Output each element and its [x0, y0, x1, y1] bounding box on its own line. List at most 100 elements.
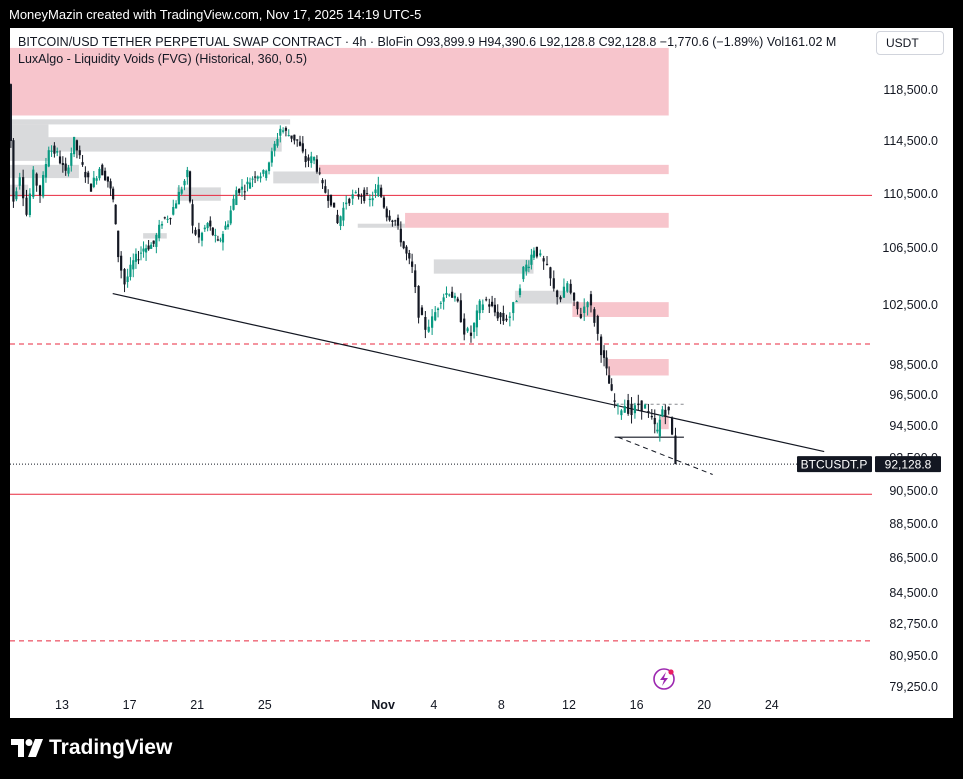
candle-body [84, 171, 87, 178]
candle-body [229, 210, 232, 224]
candle-body [488, 304, 491, 307]
candle-body [92, 177, 95, 188]
candle-body [270, 151, 273, 163]
candle-body [188, 171, 192, 202]
time-tick-label: 13 [55, 698, 69, 712]
candle-body [405, 246, 408, 254]
candle-body [348, 198, 351, 204]
candle-body [28, 193, 31, 216]
candle-body [126, 276, 129, 283]
candle-body [532, 250, 536, 258]
candle-body [318, 172, 321, 174]
candle-body [613, 400, 616, 402]
candle-body [47, 150, 50, 167]
projection-line[interactable] [617, 436, 713, 475]
candle-body [512, 302, 515, 314]
candle-body [98, 168, 101, 179]
candle-body [664, 409, 667, 417]
candle-body [200, 232, 204, 241]
currency-unit-button[interactable]: USDT [876, 31, 944, 55]
candle-body [87, 172, 90, 178]
candle-body [50, 150, 53, 152]
candle-body [169, 218, 172, 220]
candle-body [329, 194, 333, 206]
price-chart[interactable]: 118,500.0 114,500.0 110,500.0 106,500.0 102,… [10, 28, 953, 718]
candle-body [427, 326, 430, 332]
candle-body [439, 302, 442, 304]
candle-body [653, 417, 656, 425]
time-tick-label: 25 [258, 698, 272, 712]
time-tick-label: 20 [697, 698, 711, 712]
candle-body [287, 135, 290, 137]
candle-body [357, 194, 360, 197]
chart-frame[interactable]: 118,500.0 114,500.0 110,500.0 106,500.0 102,… [10, 28, 953, 718]
candle-body [163, 217, 166, 219]
candle-body [354, 192, 357, 194]
candle-body [399, 228, 402, 243]
candle-body [463, 318, 466, 335]
candle-body [502, 313, 505, 322]
candle-body [442, 297, 445, 302]
price-series [10, 83, 872, 465]
candle-body [290, 135, 293, 139]
candle-body [158, 224, 161, 239]
candle-body [481, 304, 484, 310]
candle-body [293, 134, 296, 141]
candle-body [251, 178, 254, 180]
candle-body [420, 307, 424, 315]
fvg-zone-bearish [10, 47, 669, 116]
candle-body [56, 151, 59, 153]
descending-trendline[interactable] [112, 293, 825, 453]
candle-body [371, 198, 374, 201]
candle-body [332, 202, 336, 208]
candle-body [267, 162, 271, 172]
candle-body [602, 350, 606, 358]
candle-body [174, 203, 178, 209]
ohlc-open: O93,899.9 [416, 35, 475, 49]
candle-body [342, 207, 345, 221]
candle-body [137, 259, 140, 261]
candle-body [307, 157, 310, 161]
candle-body [469, 332, 473, 336]
candle-body [637, 403, 640, 406]
indicator-legend[interactable]: LuxAlgo - Liquidity Voids (FVG) (Histori… [18, 52, 308, 66]
time-tick-label: 8 [498, 698, 505, 712]
candle-body [411, 261, 414, 267]
volume-readout: Vol161.02 M [766, 35, 837, 49]
fvg-zone-bearish [318, 164, 669, 175]
candle-body [276, 138, 279, 146]
candle-body [139, 252, 143, 254]
candle-body [549, 267, 552, 279]
candle-body [89, 183, 93, 192]
candle-body [385, 208, 388, 218]
ohlc-low: L92,128.8 [539, 35, 596, 49]
candle-body [339, 216, 342, 227]
candle-body [282, 130, 285, 132]
time-tick-label: 16 [630, 698, 644, 712]
candle-body [525, 264, 528, 272]
horizontal-levels [10, 194, 872, 642]
candle-body [256, 176, 259, 179]
lightning-icon[interactable] [653, 668, 675, 690]
candle-body [508, 316, 511, 318]
candle-body [382, 197, 386, 208]
fvg-zone-bullish [273, 171, 319, 184]
candle-body [436, 308, 440, 311]
candle-body [535, 246, 538, 257]
candle-body [221, 233, 225, 243]
candle-body [67, 167, 70, 174]
candle-body [315, 159, 319, 172]
candle-body [262, 170, 265, 174]
candle-body [576, 301, 579, 310]
candle-body [324, 186, 327, 193]
candle-body [658, 419, 661, 437]
price-tick-label: 88,500.0 [889, 517, 938, 531]
candle-body [194, 229, 197, 235]
time-tick-label: 12 [562, 698, 576, 712]
last-price-tag-bg [875, 456, 941, 473]
candle-body [177, 191, 180, 205]
time-tick-label: Nov [371, 698, 395, 712]
candle-body [365, 193, 369, 195]
candle-body [203, 227, 206, 230]
candle-body [633, 405, 637, 414]
